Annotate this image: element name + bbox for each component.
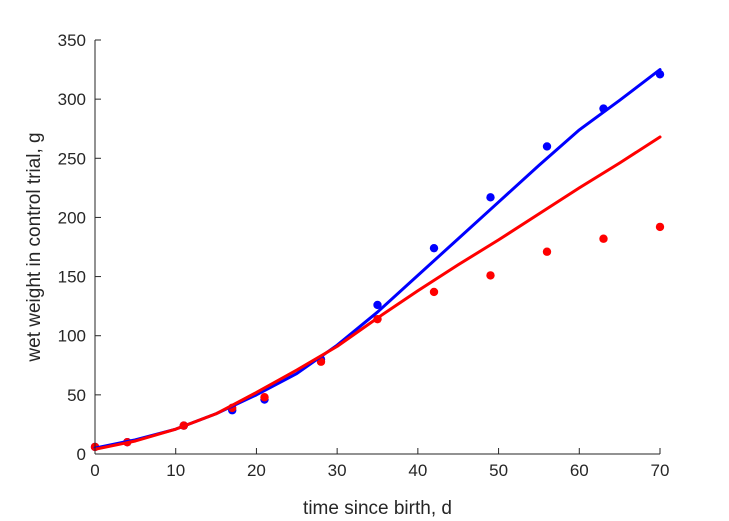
data-point xyxy=(429,287,439,297)
y-tick-label: 50 xyxy=(67,386,86,405)
y-tick-label: 100 xyxy=(58,327,86,346)
x-tick-label: 50 xyxy=(489,461,508,480)
y-tick-label: 300 xyxy=(58,90,86,109)
x-tick-label: 20 xyxy=(247,461,266,480)
x-tick-label: 10 xyxy=(166,461,185,480)
data-point xyxy=(542,142,552,151)
data-point xyxy=(260,393,269,402)
chart-marks xyxy=(90,68,665,452)
x-tick-label: 30 xyxy=(328,461,347,480)
x-tick-label: 70 xyxy=(651,461,670,480)
data-point xyxy=(655,222,665,232)
y-tick-label: 350 xyxy=(58,31,86,50)
y-tick-label: 250 xyxy=(58,149,86,168)
y-axis-label: wet weight in control trial, g xyxy=(24,132,45,362)
x-tick-label: 0 xyxy=(90,461,99,480)
x-axis-ticks: 0 10 20 30 40 50 60 70 xyxy=(90,448,669,480)
y-tick-label: 200 xyxy=(58,208,86,227)
data-point xyxy=(373,300,382,310)
data-point xyxy=(542,247,552,256)
data-point xyxy=(599,234,608,243)
y-tick-label: 150 xyxy=(58,268,86,287)
x-tick-label: 60 xyxy=(570,461,589,480)
x-tick-label: 40 xyxy=(408,461,427,480)
data-point xyxy=(486,271,495,280)
fit-line xyxy=(93,135,662,451)
axes xyxy=(94,40,660,455)
data-point xyxy=(429,243,439,253)
x-axis-label: time since birth, d xyxy=(303,498,452,519)
data-point xyxy=(486,193,495,202)
y-axis-ticks: 0 50 100 150 200 250 300 350 xyxy=(58,31,101,464)
y-tick-label: 0 xyxy=(77,445,86,464)
